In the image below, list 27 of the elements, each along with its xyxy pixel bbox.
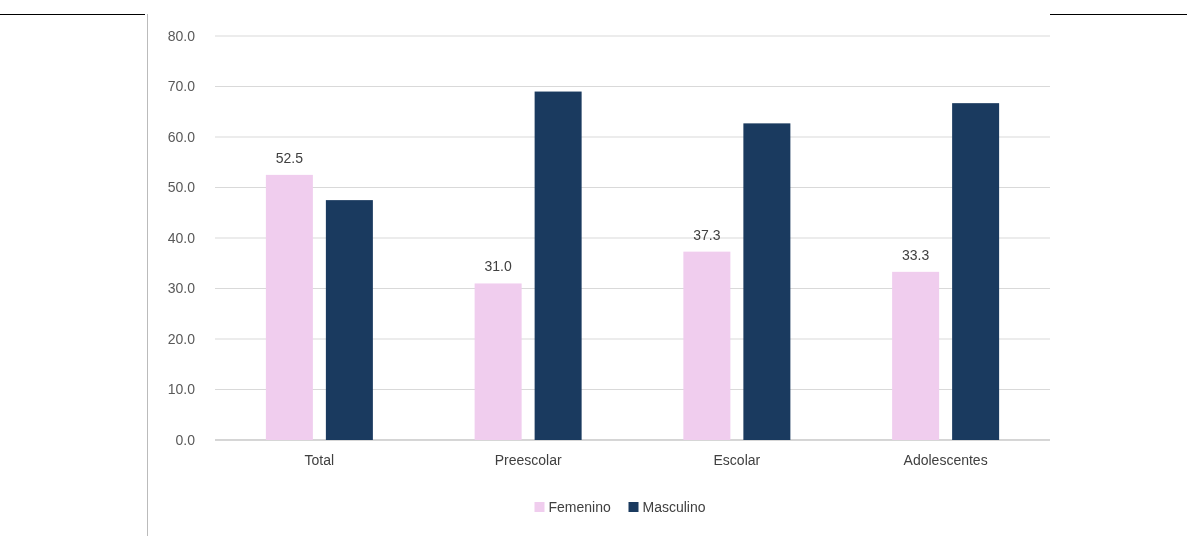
y-tick-label: 10.0 (167, 381, 196, 398)
y-tick-label: 80.0 (167, 27, 196, 44)
legend-label: Masculino (642, 498, 706, 515)
y-tick-label: 60.0 (167, 128, 196, 145)
y-tick-label: 50.0 (167, 179, 196, 196)
y-tick-label: 20.0 (167, 330, 196, 347)
bar (265, 174, 313, 440)
y-tick-label: 30.0 (167, 280, 196, 297)
data-label: 37.3 (693, 226, 721, 243)
bar (534, 91, 582, 440)
bar (325, 200, 373, 440)
bar (952, 103, 1000, 440)
y-tick-label: 40.0 (167, 229, 196, 246)
x-tick-label: Total (304, 452, 335, 468)
data-label: 52.5 (275, 149, 304, 166)
y-tick-label: 70.0 (167, 78, 196, 95)
data-label: 31.0 (484, 258, 512, 275)
x-tick-label: Escolar (713, 452, 761, 468)
bar (474, 283, 522, 440)
x-tick-label: Adolescentes (903, 452, 988, 468)
data-label: 33.3 (902, 246, 930, 263)
bar (892, 271, 940, 440)
y-tick-label: 0.0 (175, 431, 196, 448)
legend-label: Femenino (548, 498, 611, 515)
bar (683, 251, 731, 440)
x-tick-label: Preescolar (494, 452, 562, 468)
bar (743, 123, 791, 440)
